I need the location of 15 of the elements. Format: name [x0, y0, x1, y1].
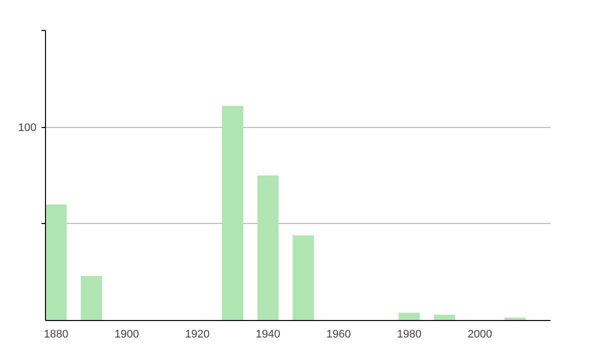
x-tick-label: 1940 [256, 328, 280, 340]
x-tick-label: 1960 [326, 328, 351, 340]
bar [80, 276, 102, 320]
x-tick-label: 2000 [468, 328, 492, 340]
x-tick-label: 1880 [44, 328, 68, 340]
bar [222, 106, 244, 320]
bar [46, 204, 67, 320]
bar [398, 312, 420, 320]
bar [292, 235, 314, 320]
x-tick-label: 1980 [397, 328, 422, 340]
x-tick-label: 1900 [114, 328, 139, 340]
bar [434, 314, 456, 320]
bar [257, 176, 279, 320]
y-tick-label: 100 [18, 122, 37, 134]
x-tick-label: 1920 [185, 328, 210, 340]
